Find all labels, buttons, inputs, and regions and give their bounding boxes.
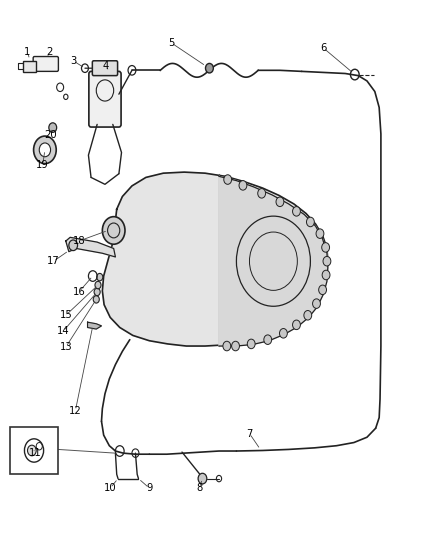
FancyBboxPatch shape [92,61,117,76]
Text: 5: 5 [168,38,174,48]
Text: 7: 7 [246,429,253,439]
Text: 20: 20 [44,130,57,140]
Text: 3: 3 [70,56,76,66]
Circle shape [247,339,255,349]
Circle shape [313,299,321,309]
Text: 17: 17 [47,256,60,266]
FancyBboxPatch shape [33,56,58,71]
Bar [10,426,58,474]
Circle shape [102,216,125,244]
Text: 18: 18 [73,236,85,246]
Circle shape [319,285,326,295]
Circle shape [322,243,329,252]
Circle shape [322,270,330,280]
Polygon shape [66,237,116,257]
Circle shape [323,256,331,266]
Text: 9: 9 [146,483,152,493]
Circle shape [264,335,272,344]
Text: 4: 4 [103,61,109,71]
Circle shape [304,311,312,320]
Text: 15: 15 [60,310,72,320]
Circle shape [28,445,36,456]
Text: 8: 8 [196,483,202,493]
Text: 12: 12 [69,406,82,416]
Text: 6: 6 [320,43,327,53]
Circle shape [258,189,265,198]
Circle shape [97,273,103,281]
Circle shape [232,341,240,351]
Circle shape [39,143,50,157]
Circle shape [69,240,78,251]
Circle shape [223,341,231,351]
Text: 2: 2 [46,47,53,56]
Circle shape [279,328,287,338]
Text: 1: 1 [25,47,31,56]
Polygon shape [102,172,328,346]
Circle shape [49,123,57,132]
Polygon shape [219,176,328,346]
Circle shape [276,197,284,207]
Circle shape [307,217,314,227]
Text: 13: 13 [60,342,72,352]
Circle shape [205,63,213,73]
Bar [23,61,36,72]
Circle shape [198,473,207,484]
Circle shape [316,229,324,238]
Circle shape [224,175,232,184]
Text: 16: 16 [72,287,85,297]
Circle shape [94,288,100,296]
FancyBboxPatch shape [89,71,121,127]
Text: 11: 11 [29,448,42,458]
Text: 10: 10 [104,483,117,493]
Circle shape [293,207,300,216]
Text: 19: 19 [36,160,49,169]
Circle shape [293,320,300,329]
Circle shape [95,281,101,289]
Polygon shape [88,322,102,329]
Circle shape [34,136,56,164]
Circle shape [239,181,247,190]
Circle shape [93,296,99,303]
Text: 14: 14 [57,326,70,336]
